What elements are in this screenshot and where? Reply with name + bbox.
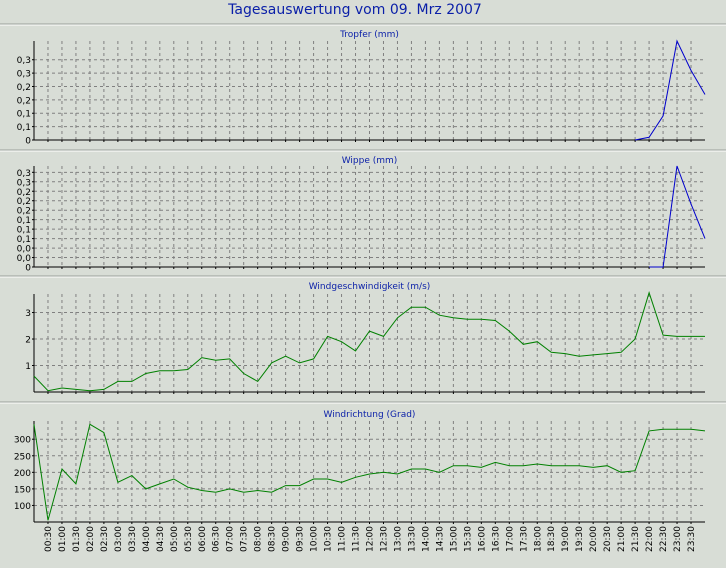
x-tick-label: 20:30 bbox=[603, 526, 613, 552]
x-tick-label: 18:30 bbox=[547, 526, 557, 552]
y-tick-label: 0,0 bbox=[17, 245, 32, 255]
x-tick-label: 23:30 bbox=[687, 526, 697, 552]
chart-title: Windrichtung (Grad) bbox=[324, 410, 416, 420]
y-tick-label: 250 bbox=[14, 452, 31, 462]
chart-panel-4: Windrichtung (Grad) 100 150 200 250 300 00:30 0… bbox=[14, 410, 705, 552]
chart-panel-2: Wippe (mm)00,00,00,10,10,10,20,20,20,30,… bbox=[17, 156, 705, 274]
x-tick-label: 17:00 bbox=[505, 526, 515, 552]
x-tick-label: 23:00 bbox=[673, 526, 683, 552]
x-tick-label: 00:30 bbox=[44, 526, 54, 552]
y-tick-label: 0,3 bbox=[17, 56, 31, 66]
y-tick-label: 0,3 bbox=[17, 169, 31, 179]
x-tick-label: 02:30 bbox=[100, 526, 110, 552]
x-tick-label: 09:30 bbox=[296, 526, 306, 552]
x-tick-label: 05:30 bbox=[184, 526, 194, 552]
y-tick-label: 150 bbox=[14, 485, 31, 495]
y-tick-label: 0 bbox=[25, 137, 31, 147]
x-tick-label: 09:00 bbox=[282, 526, 292, 552]
y-tick-label: 300 bbox=[14, 436, 31, 446]
x-tick-label: 21:30 bbox=[631, 526, 641, 552]
y-tick-label: 0,1 bbox=[17, 123, 31, 133]
y-tick-label: 0,2 bbox=[17, 207, 31, 217]
x-tick-label: 06:00 bbox=[198, 526, 208, 552]
y-tick-label: 0,3 bbox=[17, 178, 31, 188]
y-tick-label: 0,1 bbox=[17, 226, 31, 236]
x-tick-label: 18:00 bbox=[533, 526, 543, 552]
x-tick-label: 11:30 bbox=[352, 526, 362, 552]
x-tick-label: 06:30 bbox=[212, 526, 222, 552]
x-tick-label: 22:00 bbox=[645, 526, 655, 552]
y-tick-label: 0,2 bbox=[17, 83, 31, 93]
x-tick-label: 10:30 bbox=[324, 526, 334, 552]
x-tick-label: 11:00 bbox=[338, 526, 348, 552]
y-tick-label: 200 bbox=[14, 469, 31, 479]
x-tick-label: 14:00 bbox=[421, 526, 431, 552]
x-tick-label: 14:30 bbox=[435, 526, 445, 552]
x-tick-label: 13:00 bbox=[393, 526, 403, 552]
y-tick-label: 0,1 bbox=[17, 235, 31, 245]
y-tick-label: 0,0 bbox=[17, 254, 32, 264]
x-tick-label: 21:00 bbox=[617, 526, 627, 552]
y-tick-label: 100 bbox=[14, 502, 31, 512]
x-tick-label: 12:30 bbox=[379, 526, 389, 552]
chart-title: Tropfer (mm) bbox=[339, 30, 399, 40]
y-tick-label: 0,3 bbox=[17, 70, 31, 80]
x-tick-label: 20:00 bbox=[589, 526, 599, 552]
y-tick-label: 0,2 bbox=[17, 188, 31, 198]
y-tick-label: 3 bbox=[25, 309, 31, 319]
y-tick-label: 1 bbox=[25, 362, 31, 372]
x-tick-label: 19:30 bbox=[575, 526, 585, 552]
x-tick-label: 10:00 bbox=[310, 526, 320, 552]
x-tick-label: 17:30 bbox=[519, 526, 529, 552]
x-tick-label: 05:00 bbox=[170, 526, 180, 552]
y-tick-label: 0,1 bbox=[17, 216, 31, 226]
chart-panel-3: Windgeschwindigkeit (m/s) 1 2 3 bbox=[25, 282, 705, 394]
y-tick-label: 0,2 bbox=[17, 197, 31, 207]
x-tick-label: 04:30 bbox=[156, 526, 166, 552]
x-tick-label: 13:30 bbox=[407, 526, 417, 552]
x-tick-label: 01:00 bbox=[58, 526, 68, 552]
x-tick-label: 12:00 bbox=[366, 526, 376, 552]
chart-title: Wippe (mm) bbox=[342, 156, 398, 166]
y-tick-label: 0,1 bbox=[17, 110, 31, 120]
x-tick-label: 03:00 bbox=[114, 526, 124, 552]
x-tick-label: 02:00 bbox=[86, 526, 96, 552]
x-tick-label: 01:30 bbox=[72, 526, 82, 552]
x-tick-label: 22:30 bbox=[659, 526, 669, 552]
x-tick-label: 04:00 bbox=[142, 526, 152, 552]
y-tick-label: 2 bbox=[25, 336, 31, 346]
x-tick-label: 07:30 bbox=[240, 526, 250, 552]
y-tick-label: 0,2 bbox=[17, 96, 31, 106]
chart-title: Windgeschwindigkeit (m/s) bbox=[309, 282, 431, 292]
x-tick-label: 15:00 bbox=[449, 526, 459, 552]
x-tick-label: 03:30 bbox=[128, 526, 138, 552]
x-tick-label: 08:30 bbox=[268, 526, 278, 552]
x-tick-label: 19:00 bbox=[561, 526, 571, 552]
page-title: Tagesauswertung vom 09. Mrz 2007 bbox=[227, 2, 482, 18]
y-tick-label: 0 bbox=[25, 264, 31, 274]
x-tick-label: 16:30 bbox=[491, 526, 501, 552]
x-tick-label: 15:30 bbox=[463, 526, 473, 552]
x-tick-label: 07:00 bbox=[226, 526, 236, 552]
x-tick-label: 08:00 bbox=[254, 526, 264, 552]
x-tick-label: 16:00 bbox=[477, 526, 487, 552]
chart-panel-1: Tropfer (mm) 0 0,1 0,1 0,2 0,2 0,3 0,3 bbox=[17, 30, 705, 147]
